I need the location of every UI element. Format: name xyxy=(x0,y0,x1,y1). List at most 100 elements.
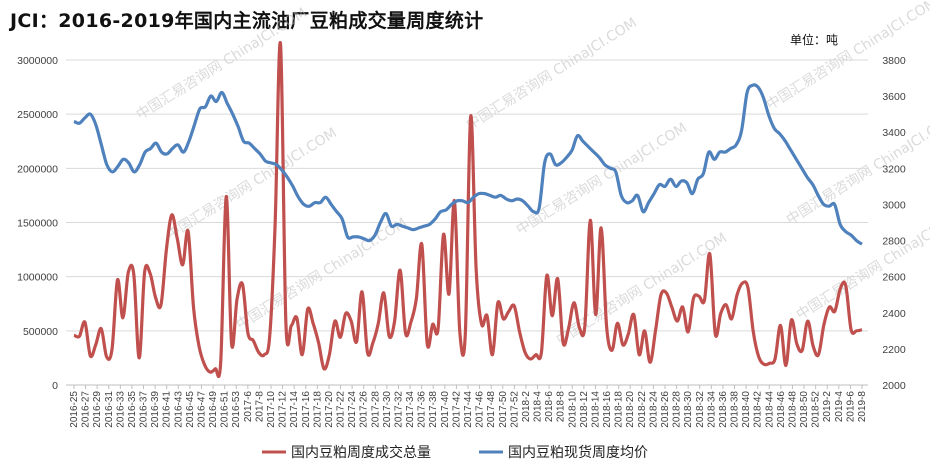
x-tick-label: 2017-32 xyxy=(393,391,404,428)
x-tick-label: 2017-52 xyxy=(509,391,520,428)
x-tick-label: 2016-49 xyxy=(208,391,219,428)
x-tick-label: 2018-20 xyxy=(625,391,636,428)
x-tick-label: 2016-47 xyxy=(196,391,207,428)
x-tick-label: 2016-31 xyxy=(104,391,115,428)
x-tick-label: 2018-36 xyxy=(718,391,729,428)
legend[interactable]: 国内豆粕周度成交总量 国内豆粕现货周度均价 xyxy=(262,444,648,461)
watermark-text: 中国汇易咨询网 ChinaJCI.COM xyxy=(784,110,930,228)
x-tick-label: 2016-45 xyxy=(185,391,196,428)
x-tick-label: 2017-6 xyxy=(243,391,254,423)
chart-title: JCI：2016-2019年国内主流油厂豆粕成交量周度统计 xyxy=(10,10,484,32)
right-tick-label: 3200 xyxy=(882,163,906,175)
x-tick-label: 2017-38 xyxy=(428,391,439,428)
x-tick-label: 2017-14 xyxy=(289,391,300,428)
legend-label-price: 国内豆粕现货周度均价 xyxy=(508,444,648,461)
unit-label: 单位：吨 xyxy=(790,33,839,47)
x-tick-label: 2017-12 xyxy=(278,391,289,428)
x-tick-label: 2019-2 xyxy=(822,391,833,423)
x-tick-label: 2017-28 xyxy=(370,391,381,428)
x-tick-label: 2018-14 xyxy=(590,391,601,428)
right-tick-label: 2400 xyxy=(882,308,906,320)
x-tick-label: 2016-33 xyxy=(115,391,126,428)
right-tick-label: 3600 xyxy=(882,91,906,103)
left-tick-label: 0 xyxy=(52,380,58,392)
x-axis: 2016-25 2016-27 2016-29 2016-31 2016-33 2016-… xyxy=(69,385,868,428)
right-tick-label: 2200 xyxy=(882,344,906,356)
x-tick-label: 2018-18 xyxy=(614,391,625,428)
x-tick-label: 2017-34 xyxy=(405,391,416,428)
x-tick-label: 2017-22 xyxy=(336,391,347,428)
x-tick-label: 2017-8 xyxy=(254,391,265,423)
right-tick-label: 3800 xyxy=(882,55,906,67)
x-tick-label: 2016-53 xyxy=(231,391,242,428)
watermark-text: 中国汇易咨询网 ChinaJCI.COM xyxy=(164,125,340,243)
x-tick-label: 2019-8 xyxy=(857,391,868,423)
x-tick-label: 2019-6 xyxy=(845,391,856,423)
series-line-price xyxy=(73,83,863,246)
left-tick-label: 1500000 xyxy=(17,218,58,230)
x-tick-label: 2017-44 xyxy=(463,391,474,428)
x-tick-label: 2016-43 xyxy=(173,391,184,428)
x-tick-label: 2018-6 xyxy=(544,391,555,423)
x-tick-label: 2018-16 xyxy=(602,391,613,428)
watermark-text: 中国汇易咨询网 ChinaJCI.COM xyxy=(234,215,410,333)
watermark-text: 中国汇易咨询网 ChinaJCI.COM xyxy=(464,15,640,133)
x-tick-label: 2016-39 xyxy=(150,391,161,428)
x-tick-label: 2018-22 xyxy=(637,391,648,428)
x-tick-label: 2017-40 xyxy=(440,391,451,428)
left-tick-label: 3000000 xyxy=(17,55,58,67)
series-line-volume xyxy=(73,41,863,379)
left-axis: 0 500000 1000000 1500000 2000000 2500000 30000… xyxy=(17,55,58,392)
x-tick-label: 2018-12 xyxy=(579,391,590,428)
x-tick-label: 2018-44 xyxy=(764,391,775,428)
x-tick-label: 2017-16 xyxy=(301,391,312,428)
x-tick-label: 2017-10 xyxy=(266,391,277,428)
x-tick-label: 2018-50 xyxy=(799,391,810,428)
x-tick-label: 2017-36 xyxy=(417,391,428,428)
x-tick-label: 2018-10 xyxy=(567,391,578,428)
x-tick-label: 2016-51 xyxy=(220,391,231,428)
x-tick-label: 2018-24 xyxy=(648,391,659,428)
right-tick-label: 2600 xyxy=(882,272,906,284)
x-tick-label: 2018-38 xyxy=(730,391,741,428)
x-tick-label: 2018-34 xyxy=(706,391,717,428)
x-tick-label: 2018-48 xyxy=(787,391,798,428)
x-tick-label: 2018-8 xyxy=(556,391,567,423)
x-tick-label: 2018-52 xyxy=(811,391,822,428)
left-tick-label: 1000000 xyxy=(17,272,58,284)
right-tick-label: 2000 xyxy=(882,380,906,392)
x-tick-label: 2018-2 xyxy=(521,391,532,423)
right-tick-label: 3400 xyxy=(882,127,906,139)
x-tick-label: 2016-35 xyxy=(127,391,138,428)
x-tick-label: 2018-30 xyxy=(683,391,694,428)
x-tick-label: 2018-28 xyxy=(672,391,683,428)
x-tick-label: 2017-46 xyxy=(475,391,486,428)
x-tick-label: 2016-25 xyxy=(69,391,80,428)
legend-label-volume: 国内豆粕周度成交总量 xyxy=(291,444,431,461)
x-tick-label: 2016-37 xyxy=(139,391,150,428)
left-tick-label: 2500000 xyxy=(17,109,58,121)
left-tick-label: 500000 xyxy=(23,326,58,338)
x-tick-label: 2017-48 xyxy=(486,391,497,428)
x-tick-label: 2018-42 xyxy=(753,391,764,428)
x-tick-label: 2018-26 xyxy=(660,391,671,428)
watermark-text: 中国汇易咨询网 ChinaJCI.COM xyxy=(514,120,690,238)
left-tick-label: 2000000 xyxy=(17,163,58,175)
x-tick-label: 2016-29 xyxy=(92,391,103,428)
right-tick-label: 2800 xyxy=(882,236,906,248)
x-tick-label: 2016-27 xyxy=(81,391,92,428)
x-tick-label: 2017-30 xyxy=(382,391,393,428)
x-tick-label: 2017-20 xyxy=(324,391,335,428)
x-tick-label: 2019-4 xyxy=(834,391,845,423)
x-tick-label: 2016-41 xyxy=(162,391,173,428)
x-tick-label: 2017-18 xyxy=(312,391,323,428)
x-tick-label: 2018-32 xyxy=(695,391,706,428)
watermark-layer: 中国汇易咨询网 ChinaJCI.COM 中国汇易咨询网 ChinaJCI.COM… xyxy=(134,0,930,348)
right-tick-label: 3000 xyxy=(882,199,906,211)
x-tick-label: 2018-40 xyxy=(741,391,752,428)
x-tick-label: 2017-24 xyxy=(347,391,358,428)
x-tick-label: 2017-50 xyxy=(498,391,509,428)
right-axis: 2000 2200 2400 2600 2800 3000 3200 3400 3600 3800 xyxy=(882,55,906,392)
x-tick-label: 2017-42 xyxy=(451,391,462,428)
